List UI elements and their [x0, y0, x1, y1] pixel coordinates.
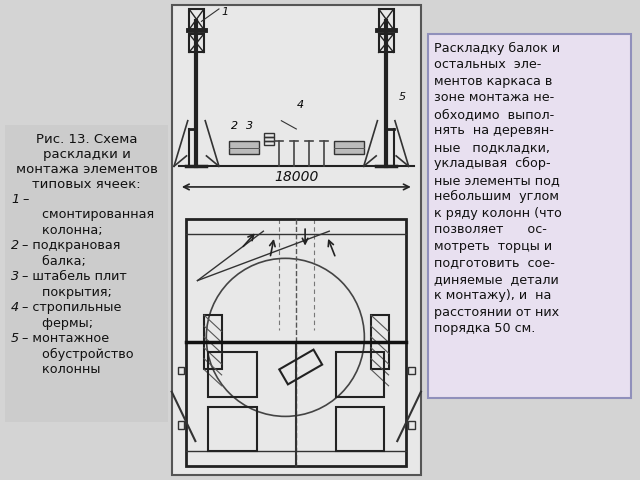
Text: смонтированная: смонтированная	[22, 208, 154, 221]
Bar	[189, 9, 204, 30]
Text: – монтажное: – монтажное	[22, 332, 109, 345]
Bar	[209, 407, 257, 451]
Text: 2: 2	[11, 240, 19, 252]
Text: 5: 5	[11, 332, 19, 345]
Bar	[186, 219, 406, 466]
Bar	[264, 137, 274, 141]
Text: 3: 3	[246, 121, 253, 131]
Text: балка;: балка;	[22, 255, 86, 268]
Text: фермы;: фермы;	[22, 317, 93, 330]
Bar	[336, 407, 384, 451]
Text: – стропильные: – стропильные	[22, 301, 122, 314]
Bar	[5, 125, 168, 422]
Text: колонна;: колонна;	[22, 224, 103, 237]
Text: 1: 1	[11, 193, 19, 206]
Bar	[334, 142, 364, 154]
Text: 5: 5	[399, 92, 406, 102]
Text: – штабель плит: – штабель плит	[22, 270, 127, 283]
Bar	[178, 421, 184, 429]
Bar	[172, 5, 421, 475]
Text: Рис. 13. Схема
раскладки и
монтажа элементов
типовых ячеек:: Рис. 13. Схема раскладки и монтажа элеме…	[16, 133, 157, 191]
Bar	[371, 315, 388, 370]
Bar	[379, 9, 394, 30]
Text: – подкрановая: – подкрановая	[22, 240, 120, 252]
Bar	[189, 34, 204, 52]
Text: 4: 4	[296, 100, 303, 110]
Text: 18000: 18000	[274, 170, 319, 184]
Bar	[229, 142, 259, 154]
Bar	[204, 315, 221, 370]
Bar	[264, 133, 274, 137]
Bar	[178, 367, 184, 374]
Text: покрытия;: покрытия;	[22, 286, 112, 299]
Bar	[209, 352, 257, 396]
Bar	[379, 34, 394, 52]
Text: 2: 2	[232, 121, 239, 131]
Text: колонны: колонны	[22, 363, 100, 376]
Text: Раскладку балок и
остальных  эле-
ментов каркаса в
зоне монтажа не-
обходимо  вы: Раскладку балок и остальных эле- ментов …	[433, 42, 561, 336]
Bar	[336, 352, 384, 396]
Text: –: –	[22, 193, 29, 206]
Bar	[408, 367, 415, 374]
Text: 4: 4	[11, 301, 19, 314]
Bar	[428, 34, 631, 398]
Text: 1: 1	[221, 7, 228, 17]
Text: обустройство: обустройство	[22, 348, 134, 361]
Bar	[408, 421, 415, 429]
Bar	[264, 142, 274, 145]
Text: 3: 3	[11, 270, 19, 283]
